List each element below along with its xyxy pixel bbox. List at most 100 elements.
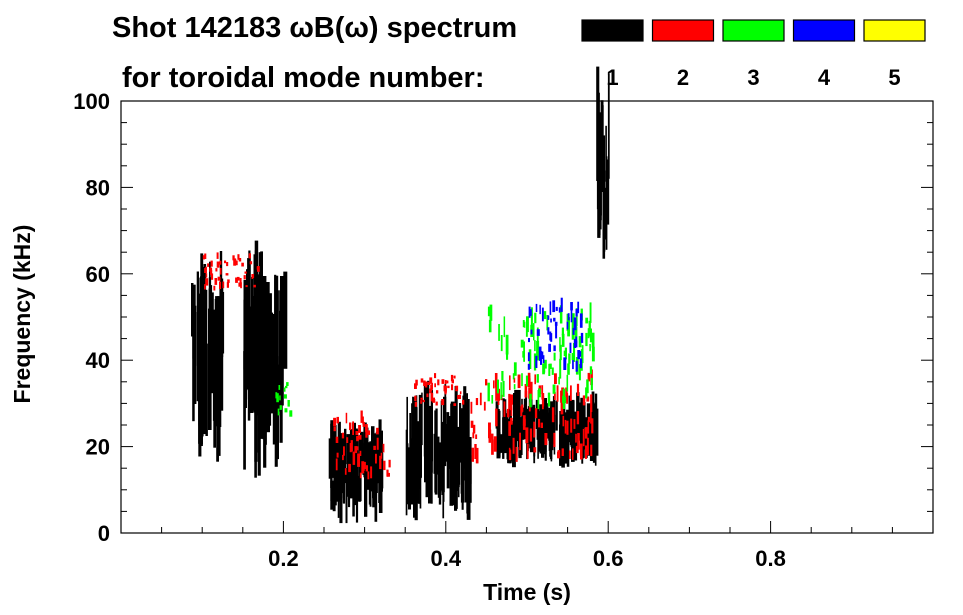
mode-2-streak xyxy=(336,416,339,424)
x-axis-label: Time (s) xyxy=(483,579,571,605)
mode-2-streak xyxy=(575,433,577,443)
mode-4-streak xyxy=(547,315,550,320)
mode-2-streak xyxy=(420,400,422,404)
mode-4-streak xyxy=(550,333,553,342)
mode-3-streak xyxy=(500,382,502,400)
mode-1-streak xyxy=(219,251,223,371)
mode-1-streak xyxy=(536,417,539,440)
mode-1-streak xyxy=(530,406,534,447)
mode-1-streak xyxy=(408,447,411,510)
mode-3-streak xyxy=(505,334,509,355)
mode-2-streak xyxy=(238,258,242,262)
spectral-marks xyxy=(191,66,610,524)
mode-2-streak xyxy=(204,284,206,290)
x-tick-label: 0.6 xyxy=(593,546,624,571)
mode-1-streak xyxy=(521,398,523,436)
mode-3-streak xyxy=(283,387,286,392)
mode-4-streak xyxy=(548,343,551,352)
mode-1-streak xyxy=(332,424,337,475)
mode-1-streak xyxy=(217,296,221,425)
y-tick-label: 60 xyxy=(86,262,110,287)
mode-3-streak xyxy=(549,363,552,369)
mode-3-streak xyxy=(571,353,574,361)
mode-2-streak xyxy=(490,433,494,440)
mode-2-streak xyxy=(232,258,235,261)
mode-4-streak xyxy=(555,306,558,311)
mode-1-streak xyxy=(577,411,581,437)
mode-2-streak xyxy=(383,460,386,471)
mode-2-streak xyxy=(210,273,214,280)
mode-2-streak xyxy=(210,270,213,275)
mode-1-streak xyxy=(405,429,408,516)
mode-3-streak xyxy=(581,345,584,351)
mode-3-streak xyxy=(591,346,595,362)
mode-1-streak xyxy=(278,290,280,405)
mode-2-streak xyxy=(538,418,541,428)
chart-title-line1: Shot 142183 ωB(ω) spectrum xyxy=(112,12,517,44)
mode-1-streak xyxy=(430,389,433,462)
mode-2-streak xyxy=(577,433,580,450)
mode-1-streak xyxy=(462,414,465,462)
mode-3-streak xyxy=(558,376,560,385)
mode-1-streak xyxy=(457,433,460,498)
mode-1-streak xyxy=(339,470,343,524)
mode-1-streak xyxy=(497,409,500,437)
mode-4-streak xyxy=(574,340,578,348)
mode-4-streak xyxy=(529,309,532,316)
mode-3-streak xyxy=(563,396,567,404)
mode-3-streak xyxy=(529,393,532,408)
mode-3-streak xyxy=(559,305,563,324)
mode-1-streak xyxy=(209,285,213,392)
mode-2-streak xyxy=(591,418,594,434)
mode-1-streak xyxy=(252,296,254,411)
mode-2-streak xyxy=(345,412,348,424)
mode-2-streak xyxy=(225,273,229,276)
mode-3-streak xyxy=(573,342,576,362)
mode-2-streak xyxy=(510,417,513,425)
mode-1-streak xyxy=(434,410,436,493)
mode-2-streak xyxy=(363,461,366,469)
mode-2-streak xyxy=(512,437,515,454)
mode-1-streak xyxy=(196,271,199,402)
legend-swatch-mode-5 xyxy=(863,19,926,42)
mode-1-streak xyxy=(580,397,584,428)
mode-3-streak xyxy=(512,373,515,380)
mode-2-streak xyxy=(335,458,338,471)
mode-1-streak xyxy=(328,438,332,479)
mode-3-streak xyxy=(552,384,556,394)
mode-3-streak xyxy=(287,400,290,407)
mode-1-streak xyxy=(192,297,195,422)
mode-3-streak xyxy=(566,374,569,392)
mode-1-streak xyxy=(514,389,519,437)
mode-3-streak xyxy=(503,316,506,338)
mode-3-streak xyxy=(522,320,525,328)
mode-4-streak xyxy=(579,351,582,357)
mode-4-streak xyxy=(579,358,583,369)
mode-2-streak xyxy=(367,471,370,480)
mode-1-streak xyxy=(602,187,607,240)
mode-3-streak xyxy=(547,392,551,407)
mode-1-streak xyxy=(584,425,588,458)
mode-1-streak xyxy=(358,475,361,502)
x-tick-label: 0.8 xyxy=(755,546,786,571)
mode-2-streak xyxy=(359,472,362,479)
mode-2-streak xyxy=(341,432,345,439)
mode-1-streak xyxy=(380,453,384,489)
mode-3-streak xyxy=(500,335,503,352)
mode-2-streak xyxy=(436,390,439,394)
mode-2-streak xyxy=(479,392,482,406)
mode-1-streak xyxy=(337,438,341,502)
mode-2-streak xyxy=(380,452,383,459)
mode-2-streak xyxy=(533,447,537,453)
mode-2-streak xyxy=(236,276,240,281)
mode-1-streak xyxy=(537,429,539,459)
mode-3-streak xyxy=(285,385,288,389)
mode-1-streak xyxy=(522,420,525,440)
mode-1-streak xyxy=(541,422,546,445)
legend-swatch-mode-3 xyxy=(722,19,785,42)
mode-2-streak xyxy=(576,411,580,425)
mode-1-streak xyxy=(355,468,359,523)
mode-2-streak xyxy=(237,254,240,260)
mode-2-streak xyxy=(509,375,511,391)
mode-2-streak xyxy=(534,408,538,419)
